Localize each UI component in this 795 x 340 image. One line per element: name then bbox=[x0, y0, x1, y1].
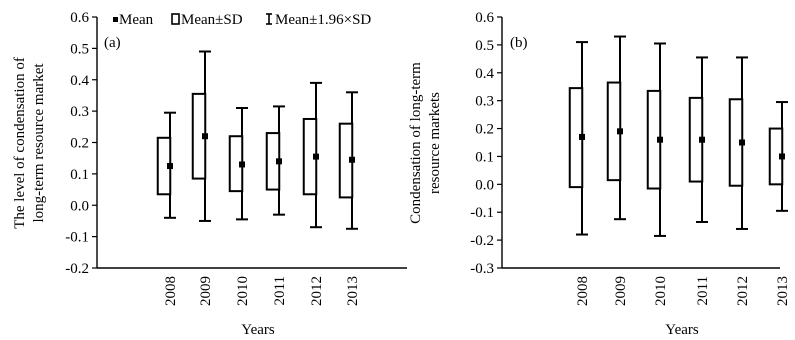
x-tick-label: 2011 bbox=[695, 276, 711, 305]
x-tick-label: 2012 bbox=[735, 276, 751, 306]
panel-label: (a) bbox=[104, 35, 121, 51]
mean-marker bbox=[276, 158, 282, 165]
panel-a: -0.2 -0.1 0.0 0.1 0.2 0.3 0.4 0.5 0.6 The level o… bbox=[12, 10, 407, 338]
y-tick-label: 0.2 bbox=[70, 136, 89, 152]
mean-marker bbox=[617, 128, 623, 135]
y-tick-label: 0.6 bbox=[70, 10, 89, 26]
panel-label: (b) bbox=[510, 35, 528, 51]
y-tick-label: -0.2 bbox=[470, 233, 494, 249]
x-tick-label: 2010 bbox=[653, 276, 669, 306]
mean-marker bbox=[167, 163, 173, 170]
y-tick-label: 0.3 bbox=[475, 94, 494, 110]
x-tick-label: 2009 bbox=[198, 276, 214, 306]
box-2012 bbox=[302, 81, 322, 229]
y-axis-title-line: long-term resource market bbox=[31, 63, 47, 223]
x-axis-title: Years bbox=[241, 322, 275, 338]
mean-marker bbox=[349, 156, 355, 163]
y-tick-label: 0.4 bbox=[475, 66, 494, 82]
x-tick-label: 2009 bbox=[613, 276, 629, 306]
mean-marker bbox=[699, 136, 705, 143]
mean-marker bbox=[739, 139, 745, 146]
y-tick-label: -0.1 bbox=[65, 230, 89, 246]
mean-marker bbox=[202, 133, 208, 140]
box-2011 bbox=[688, 56, 708, 223]
y-tick-label: 0.3 bbox=[70, 104, 89, 120]
x-axis-title: Years bbox=[665, 322, 699, 338]
box-2008 bbox=[156, 111, 176, 219]
legend-sd-marker bbox=[171, 13, 180, 25]
legend: Mean Mean±SD Mean±1.96×SD bbox=[113, 12, 371, 28]
box-2013 bbox=[768, 101, 788, 212]
y-axis-title-line: The level of condensation of bbox=[12, 57, 28, 229]
x-tick-label: 2013 bbox=[775, 276, 791, 306]
x-tick-label: 2012 bbox=[309, 276, 325, 306]
mean-marker bbox=[579, 133, 585, 140]
y-tick-label: 0.1 bbox=[475, 149, 494, 165]
y-tick-label: -0.1 bbox=[470, 205, 494, 221]
legend-sd-label: Mean±SD bbox=[181, 12, 243, 28]
y-tick-label: 0.5 bbox=[475, 38, 494, 54]
legend-ci-label: Mean±1.96×SD bbox=[275, 12, 371, 28]
y-tick-label: 0.5 bbox=[70, 41, 89, 57]
legend-mean-label: Mean bbox=[119, 12, 154, 28]
y-tick-label: 0.0 bbox=[70, 198, 89, 214]
panel-b: -0.3 -0.2 -0.1 0.0 0.1 0.2 0.3 0.4 0.5 0.6 Condens… bbox=[408, 10, 791, 338]
box-2008 bbox=[568, 41, 588, 236]
y-tick-label: 0.1 bbox=[70, 167, 89, 183]
mean-marker bbox=[313, 153, 319, 160]
x-tick-label: 2008 bbox=[163, 276, 179, 306]
x-tick-label: 2013 bbox=[345, 276, 361, 306]
box-2012 bbox=[728, 56, 748, 230]
x-tick-label: 2011 bbox=[272, 276, 288, 305]
y-tick-label: -0.3 bbox=[470, 261, 494, 277]
y-tick-label: 0.6 bbox=[475, 10, 494, 26]
y-axis-title-line: resource markets bbox=[427, 92, 443, 194]
box-2010 bbox=[228, 106, 248, 221]
y-axis-title-line: Condensation of long-term bbox=[408, 62, 424, 224]
box-2009 bbox=[606, 35, 626, 221]
legend-ci-marker bbox=[266, 13, 272, 25]
box-2011 bbox=[265, 105, 285, 216]
mean-marker bbox=[779, 153, 785, 160]
y-tick-label: 0.0 bbox=[475, 177, 494, 193]
mean-marker bbox=[239, 161, 245, 168]
mean-marker bbox=[657, 136, 663, 143]
y-tick-label: -0.2 bbox=[65, 261, 89, 277]
box-2013 bbox=[338, 91, 358, 230]
box-2010 bbox=[646, 42, 666, 237]
box-2009 bbox=[191, 50, 211, 222]
y-tick-label: 0.2 bbox=[475, 122, 494, 138]
y-tick-label: 0.4 bbox=[70, 73, 89, 89]
legend-mean-marker bbox=[113, 17, 118, 22]
x-tick-label: 2008 bbox=[575, 276, 591, 306]
x-tick-label: 2010 bbox=[235, 276, 251, 306]
